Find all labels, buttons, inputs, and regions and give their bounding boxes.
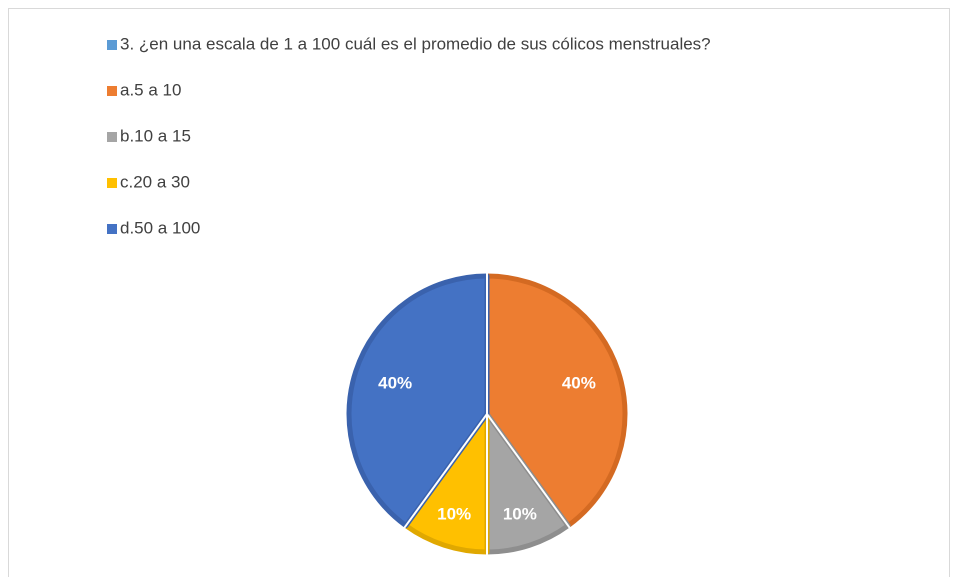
legend-swatch: [107, 40, 117, 50]
data-label: 40%: [562, 374, 596, 393]
slice-separator: [486, 413, 571, 529]
legend-swatch: [107, 132, 117, 142]
legend-label: b.10 a 15: [120, 126, 191, 145]
legend-swatch: [107, 86, 117, 96]
data-label: 40%: [378, 374, 412, 393]
legend-swatch: [107, 224, 117, 234]
legend-swatch: [107, 178, 117, 188]
legend-label: c.20 a 30: [120, 172, 190, 191]
pie-slice: [484, 273, 628, 529]
pie-slice: [346, 273, 490, 529]
data-label: 10%: [503, 505, 537, 524]
slice-separator: [403, 413, 488, 529]
legend-label: 3. ¿en una escala de 1 a 100 cuál es el …: [120, 34, 711, 53]
legend-label: d.50 a 100: [120, 218, 200, 237]
legend-label: a.5 a 10: [120, 80, 181, 99]
data-label: 10%: [437, 505, 471, 524]
